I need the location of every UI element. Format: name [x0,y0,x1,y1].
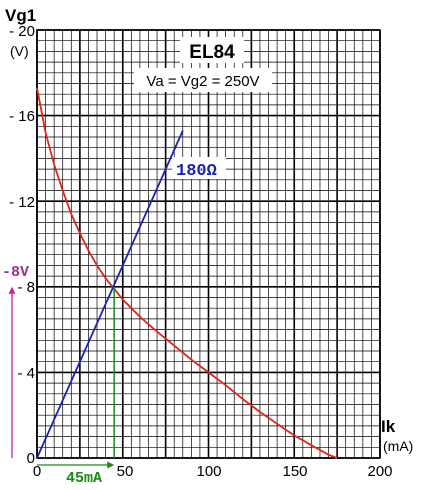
ik-operating-label: 45mA [66,470,102,487]
x-tick-label: 50 [117,463,134,480]
y-tick-labels: 0 - 4 - 8 - 12 - 16 - 20 [9,23,35,467]
x-axis-title: Ik [381,417,396,436]
cathode-load-line [36,130,184,459]
x-tick-label: 200 [367,463,392,480]
x-tick-label: 100 [196,463,221,480]
x-tick-labels: 0 50 100 150 200 [33,463,393,480]
x-tick-label: 0 [33,463,41,480]
curves [36,87,338,459]
load-line-label-box [172,157,226,179]
y-axis-unit: (V) [10,43,29,59]
y-tick-label: - 16 [9,108,35,125]
y-tick-label: - 4 [17,365,35,382]
plot-frame [36,29,381,459]
x-axis-unit: (mA) [383,438,413,454]
chart-title: EL84 [189,42,235,63]
transfer-curve [36,87,338,459]
subtitle-box [134,68,272,92]
y-tick-label: - 12 [9,194,35,211]
y-axis-title: Vg1 [5,6,36,25]
y-tick-label: - 8 [17,279,35,296]
vg-arrow-head [8,286,16,294]
title-box [180,37,244,63]
y-tick-label: 0 [27,450,35,467]
vg-operating-label: -8V [2,264,29,281]
operating-point-guides [8,286,115,469]
y-tick-label: - 20 [9,23,35,40]
x-tick-label: 150 [282,463,307,480]
ik-arrow-head [107,461,115,469]
chart-subtitle: Va = Vg2 = 250V [146,73,259,90]
grid [36,29,381,459]
load-line-label: 180Ω [176,162,217,181]
